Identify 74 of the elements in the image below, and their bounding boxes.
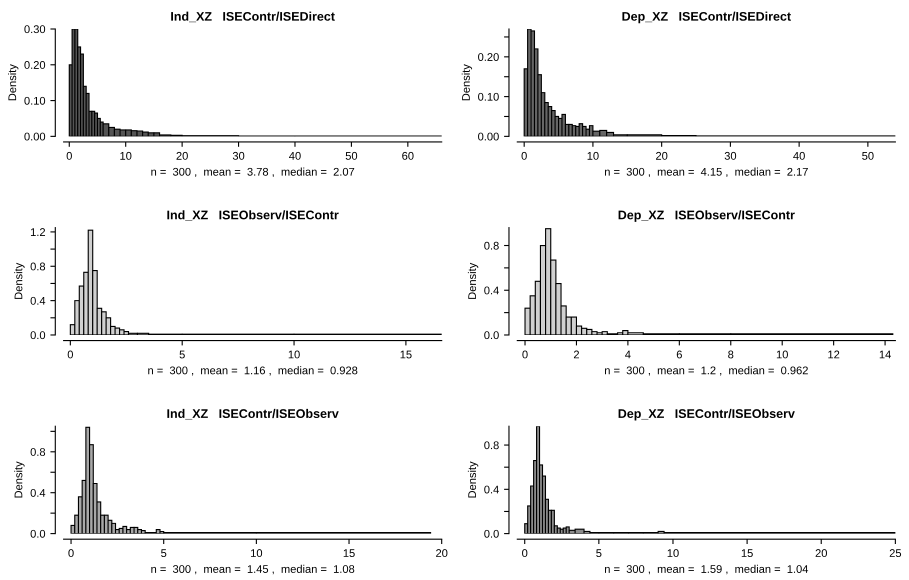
y-tick-label: 0.00 <box>478 132 499 140</box>
x-tick-label: 0 <box>66 152 72 160</box>
x-tick-label: 60 <box>402 152 414 160</box>
x-tick-label: 15 <box>742 549 753 558</box>
x-tick-label: 20 <box>656 152 668 160</box>
x-tick-label: 20 <box>436 549 448 558</box>
y-tick-label: 0.0 <box>30 331 46 340</box>
x-tick-label: 4 <box>625 350 631 358</box>
y-axis-title: Density <box>14 262 25 299</box>
x-tick-label: 40 <box>793 152 805 160</box>
x-tick-label: 50 <box>862 152 874 160</box>
chart-title: Ind_XZ ISEObserv/ISEContr <box>167 210 339 221</box>
y-axis-title: Density <box>468 262 478 299</box>
x-tick-label: 0 <box>68 350 73 358</box>
y-tick-label: 0.0 <box>484 331 499 340</box>
x-tick-label: 15 <box>400 350 412 358</box>
y-tick-label: 0.30 <box>24 25 46 34</box>
x-tick-label: 12 <box>828 350 840 358</box>
x-tick-label: 10 <box>588 152 599 160</box>
x-tick-label: 10 <box>668 549 679 558</box>
x-tick-label: 15 <box>344 549 355 558</box>
x-axis-title: n = 300 , mean = 4.15 , median = 2.17 <box>605 168 808 178</box>
chart-title: Ind_XZ ISEContr/ISEObserv <box>167 408 339 420</box>
x-tick-label: 5 <box>596 549 602 558</box>
y-tick-label: 0.8 <box>30 448 46 456</box>
chart-title: Dep_XZ ISEContr/ISEDirect <box>622 12 791 24</box>
y-tick-label: 0.20 <box>24 61 46 69</box>
x-tick-label: 10 <box>776 350 788 358</box>
x-tick-label: 2 <box>574 350 579 358</box>
x-tick-label: 25 <box>890 549 902 558</box>
y-tick-label: 0.8 <box>484 242 499 250</box>
y-axis-title: Density <box>462 64 472 100</box>
y-tick-label: 1.2 <box>30 228 46 236</box>
y-tick-label: 0.4 <box>30 296 46 305</box>
y-tick-label: 0.8 <box>30 262 46 270</box>
x-axis-title: n = 300 , mean = 1.2 , median = 0.962 <box>605 366 808 376</box>
x-tick-label: 5 <box>180 350 185 358</box>
x-tick-label: 30 <box>232 152 244 160</box>
x-axis-title: n = 300 , mean = 1.16 , median = 0.928 <box>148 366 358 376</box>
y-tick-label: 0.10 <box>478 92 499 101</box>
x-tick-label: 0 <box>522 350 528 358</box>
x-tick-label: 10 <box>288 350 300 358</box>
x-tick-label: 30 <box>724 152 736 160</box>
y-tick-label: 0.20 <box>478 53 499 61</box>
x-axis-title: n = 300 , mean = 1.45 , median = 1.08 <box>151 564 354 574</box>
y-tick-label: 0.4 <box>484 286 499 294</box>
x-tick-label: 0 <box>522 549 528 558</box>
y-tick-label: 0.10 <box>24 96 46 105</box>
y-tick-label: 0.4 <box>484 486 499 494</box>
y-tick-label: 0.00 <box>24 132 46 140</box>
y-tick-label: 0.0 <box>30 530 46 538</box>
x-tick-label: 8 <box>728 350 734 358</box>
chart-title: Dep_XZ ISEContr/ISEObserv <box>618 408 795 420</box>
x-axis-title: n = 300 , mean = 1.59 , median = 1.04 <box>605 564 808 574</box>
x-tick-label: 5 <box>161 549 166 558</box>
chart-title: Ind_XZ ISEContr/ISEDirect <box>171 12 335 22</box>
y-tick-label: 0.0 <box>484 530 499 538</box>
x-tick-label: 50 <box>346 152 358 160</box>
x-axis-title: n = 300 , mean = 3.78 , median = 2.07 <box>151 168 354 178</box>
x-tick-label: 20 <box>176 152 188 160</box>
y-axis-title: Density <box>468 461 478 498</box>
x-tick-label: 6 <box>676 350 682 358</box>
y-axis-title: Density <box>14 461 25 498</box>
x-tick-label: 20 <box>816 549 827 558</box>
x-tick-label: 10 <box>251 549 262 558</box>
x-tick-label: 40 <box>289 152 301 160</box>
x-tick-label: 14 <box>880 350 891 358</box>
y-tick-label: 0.4 <box>30 488 46 497</box>
chart-title: Dep_XZ ISEObserv/ISEContr <box>618 210 795 222</box>
x-tick-label: 0 <box>68 549 74 558</box>
y-axis-title: Density <box>8 64 18 100</box>
x-tick-label: 0 <box>522 152 527 160</box>
y-tick-label: 0.8 <box>484 441 499 450</box>
x-tick-label: 10 <box>120 152 132 160</box>
